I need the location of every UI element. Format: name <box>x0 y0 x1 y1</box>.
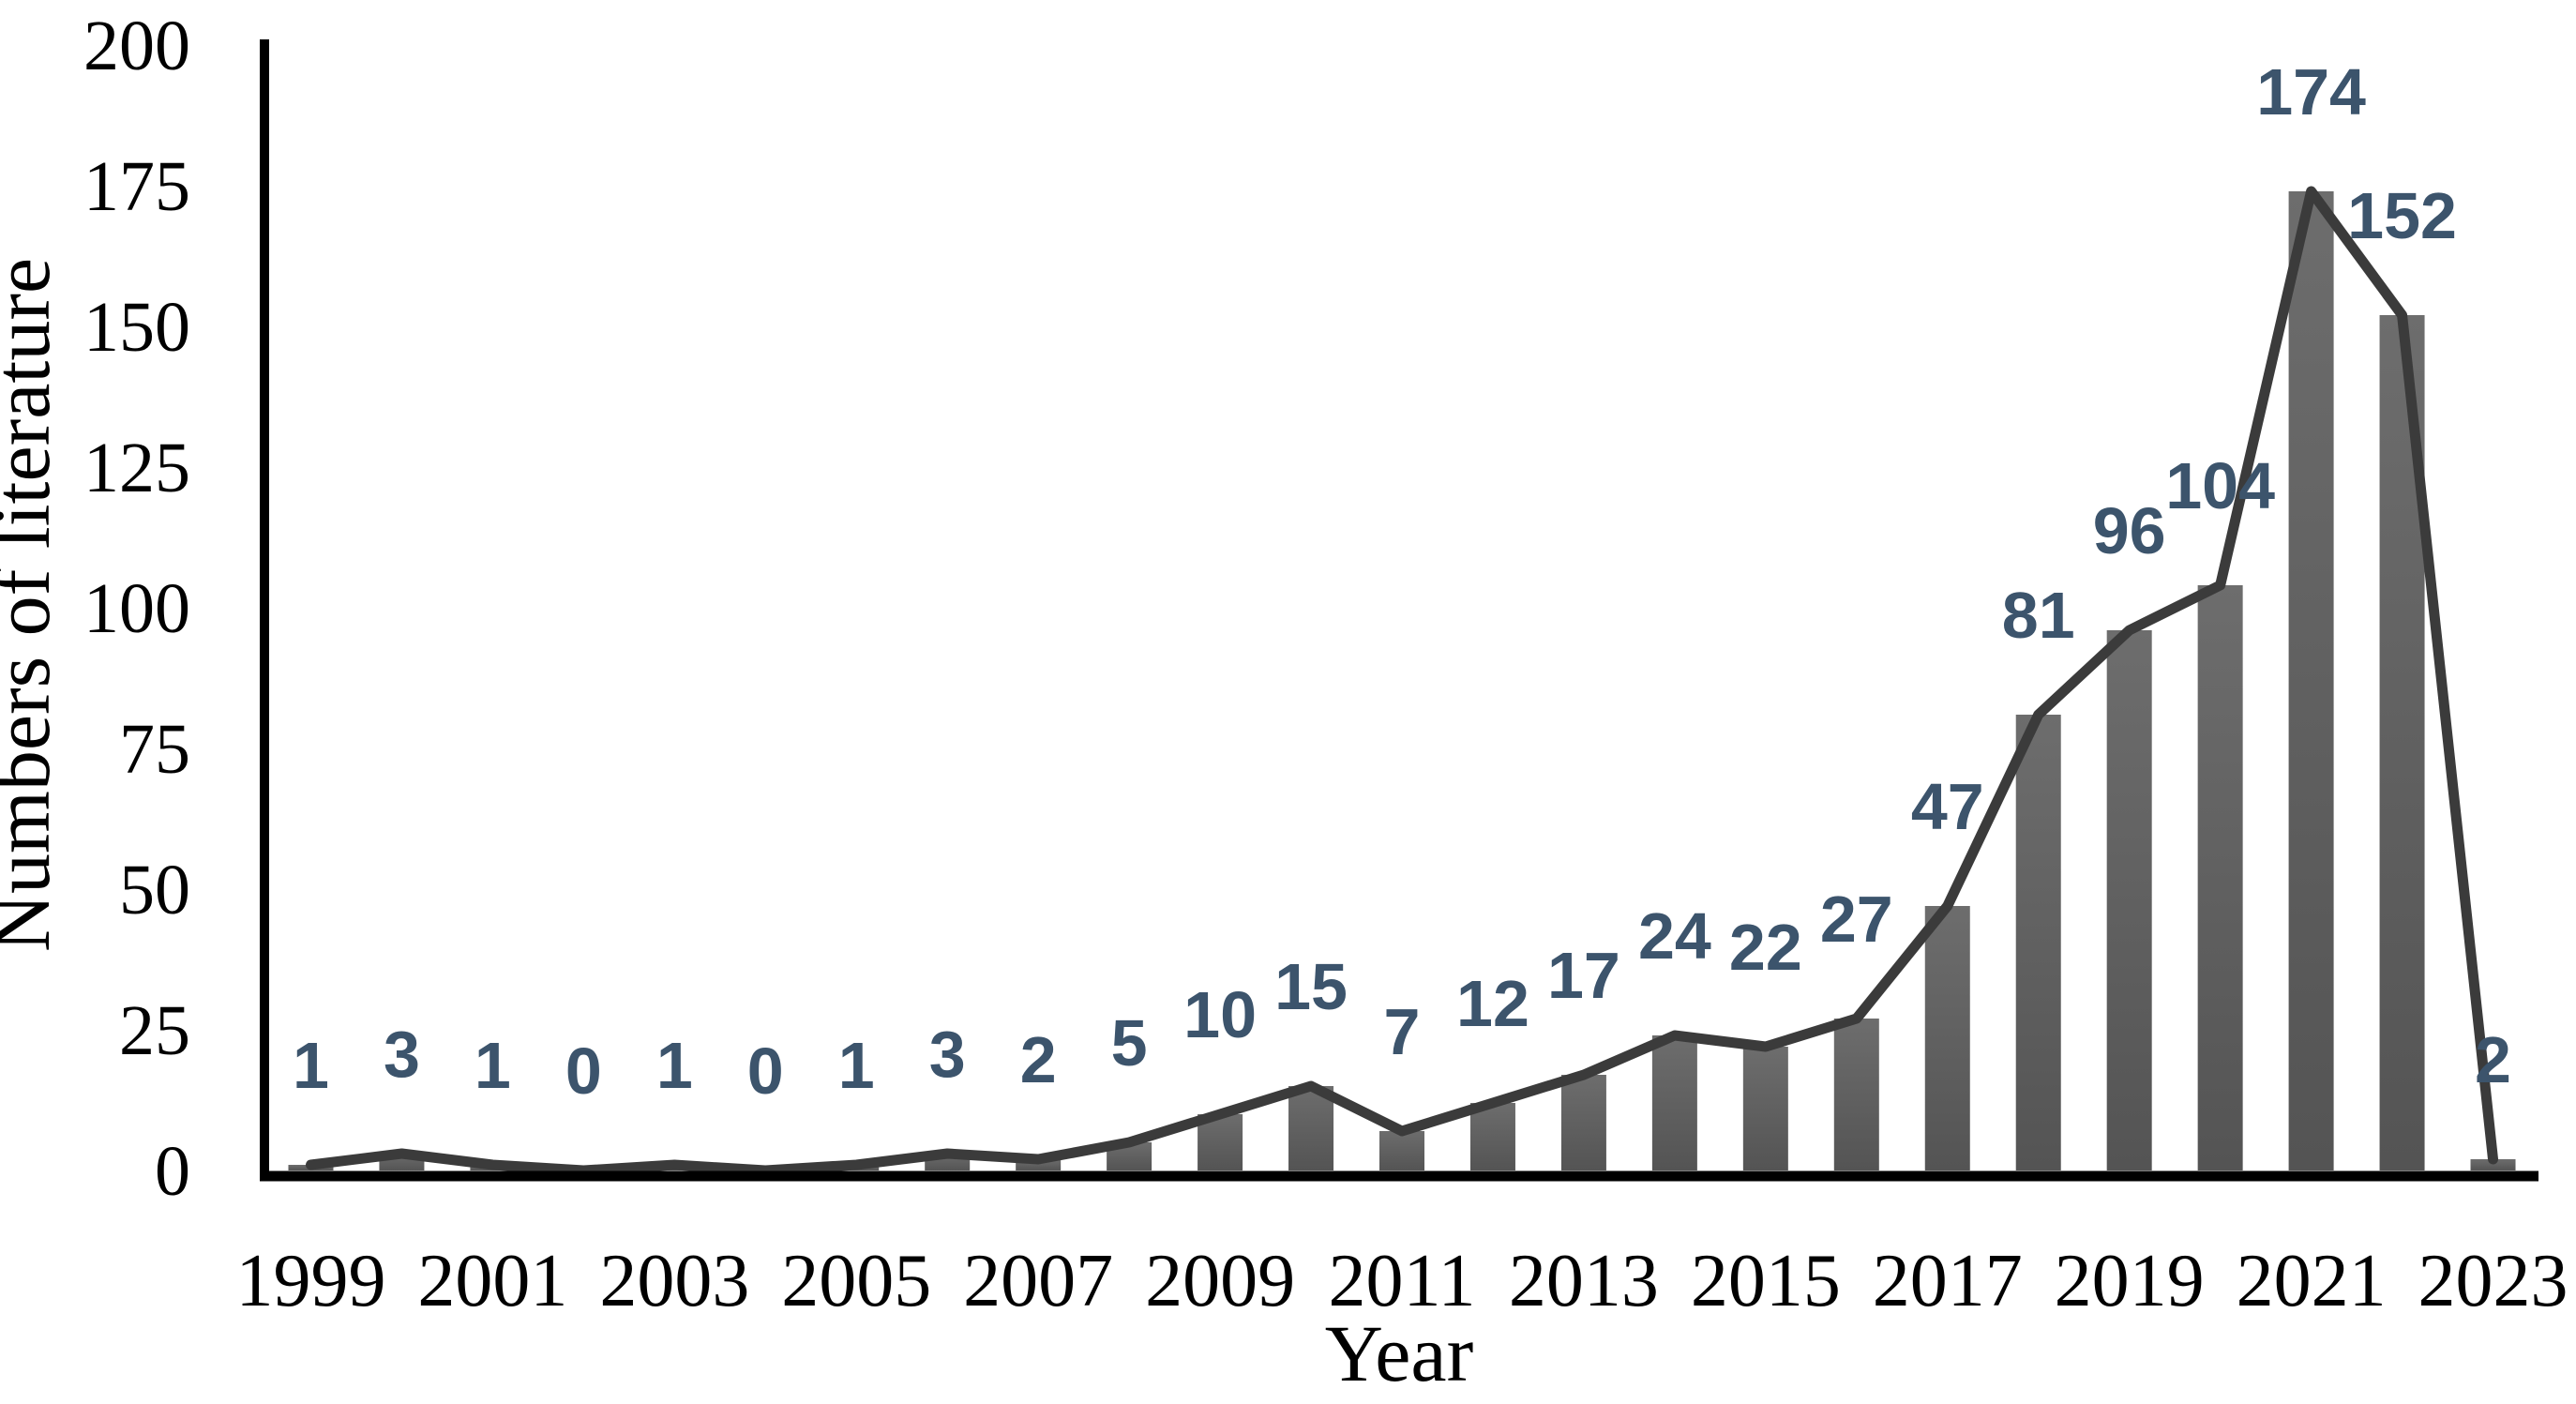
data-label-2000: 3 <box>384 1018 420 1091</box>
data-label-2001: 1 <box>475 1029 511 1102</box>
trend-line <box>305 186 2499 1176</box>
y-tick-label-125: 125 <box>83 429 190 507</box>
x-tick-label-2005: 2005 <box>781 1240 931 1322</box>
x-tick-label-1999: 1999 <box>235 1240 385 1322</box>
x-tick-label-2007: 2007 <box>963 1240 1113 1322</box>
y-tick-label-150: 150 <box>83 288 190 367</box>
bar-2013 <box>1560 1075 1606 1170</box>
data-label-1999: 1 <box>293 1029 329 1102</box>
y-tick-label-25: 25 <box>119 991 190 1070</box>
bar-2012 <box>1469 1103 1515 1170</box>
x-tick-label-2011: 2011 <box>1328 1240 1475 1322</box>
x-tick-label-2013: 2013 <box>1509 1240 1659 1322</box>
data-label-2005: 1 <box>838 1029 875 1102</box>
bar-2014 <box>1651 1035 1697 1170</box>
data-label-2006: 3 <box>929 1018 966 1091</box>
x-tick-label-2017: 2017 <box>1873 1240 2023 1322</box>
x-tick-label-2019: 2019 <box>2055 1240 2205 1322</box>
x-tick-label-2021: 2021 <box>2237 1240 2387 1322</box>
data-label-2012: 12 <box>1456 967 1529 1040</box>
data-label-2003: 1 <box>656 1029 693 1102</box>
x-tick-label-2015: 2015 <box>1691 1240 1841 1322</box>
y-axis-tick-labels: 0 25 50 75 100 125 150 175 200 <box>83 7 190 1211</box>
bar-2011 <box>1379 1131 1424 1170</box>
data-label-2004: 0 <box>747 1034 784 1108</box>
data-label-2007: 2 <box>1020 1023 1057 1096</box>
data-label-2014: 24 <box>1638 899 1711 973</box>
x-tick-label-2003: 2003 <box>599 1240 749 1322</box>
data-label-2011: 7 <box>1384 995 1421 1068</box>
bar-2020 <box>2197 585 2243 1170</box>
bar-2010 <box>1288 1086 1334 1170</box>
y-tick-label-100: 100 <box>83 569 190 648</box>
bar-2019 <box>2106 630 2152 1170</box>
bar-2015 <box>1742 1047 1788 1170</box>
data-label-2002: 0 <box>565 1034 602 1108</box>
data-label-2023: 2 <box>2475 1023 2511 1096</box>
data-label-2015: 22 <box>1729 911 1802 984</box>
bar-2017 <box>1924 906 1970 1170</box>
bar-2023 <box>2470 1159 2516 1170</box>
data-label-2013: 17 <box>1547 939 1620 1012</box>
y-tick-label-75: 75 <box>119 710 190 789</box>
y-tick-label-50: 50 <box>119 851 190 929</box>
data-label-2016: 27 <box>1820 883 1893 956</box>
data-label-2022: 152 <box>2347 179 2457 252</box>
x-axis-title: Year <box>1325 1308 1473 1398</box>
data-label-2008: 5 <box>1111 1006 1148 1079</box>
data-label-2020: 104 <box>2165 449 2275 522</box>
bar-2021 <box>2288 191 2334 1170</box>
data-label-2019: 96 <box>2093 494 2166 567</box>
data-label-2018: 81 <box>2002 579 2075 652</box>
data-label-2017: 47 <box>1911 770 1984 843</box>
data-label-2010: 15 <box>1274 950 1348 1023</box>
x-axis-tick-labels: 1999 2001 2003 2005 2007 2009 2011 2013 2015 2017… <box>235 1240 2568 1322</box>
data-label-2009: 10 <box>1183 978 1257 1051</box>
x-tick-label-2001: 2001 <box>417 1240 567 1322</box>
bar-2016 <box>1833 1019 1879 1170</box>
y-axis-title: Numbers of literature <box>0 258 67 952</box>
bar-2018 <box>2015 715 2061 1170</box>
y-tick-label-200: 200 <box>83 7 190 85</box>
x-tick-label-2009: 2009 <box>1145 1240 1295 1322</box>
data-label-2021: 174 <box>2256 55 2366 128</box>
y-tick-label-175: 175 <box>83 147 190 226</box>
y-tick-label-0: 0 <box>155 1132 190 1211</box>
x-tick-label-2023: 2023 <box>2418 1240 2568 1322</box>
